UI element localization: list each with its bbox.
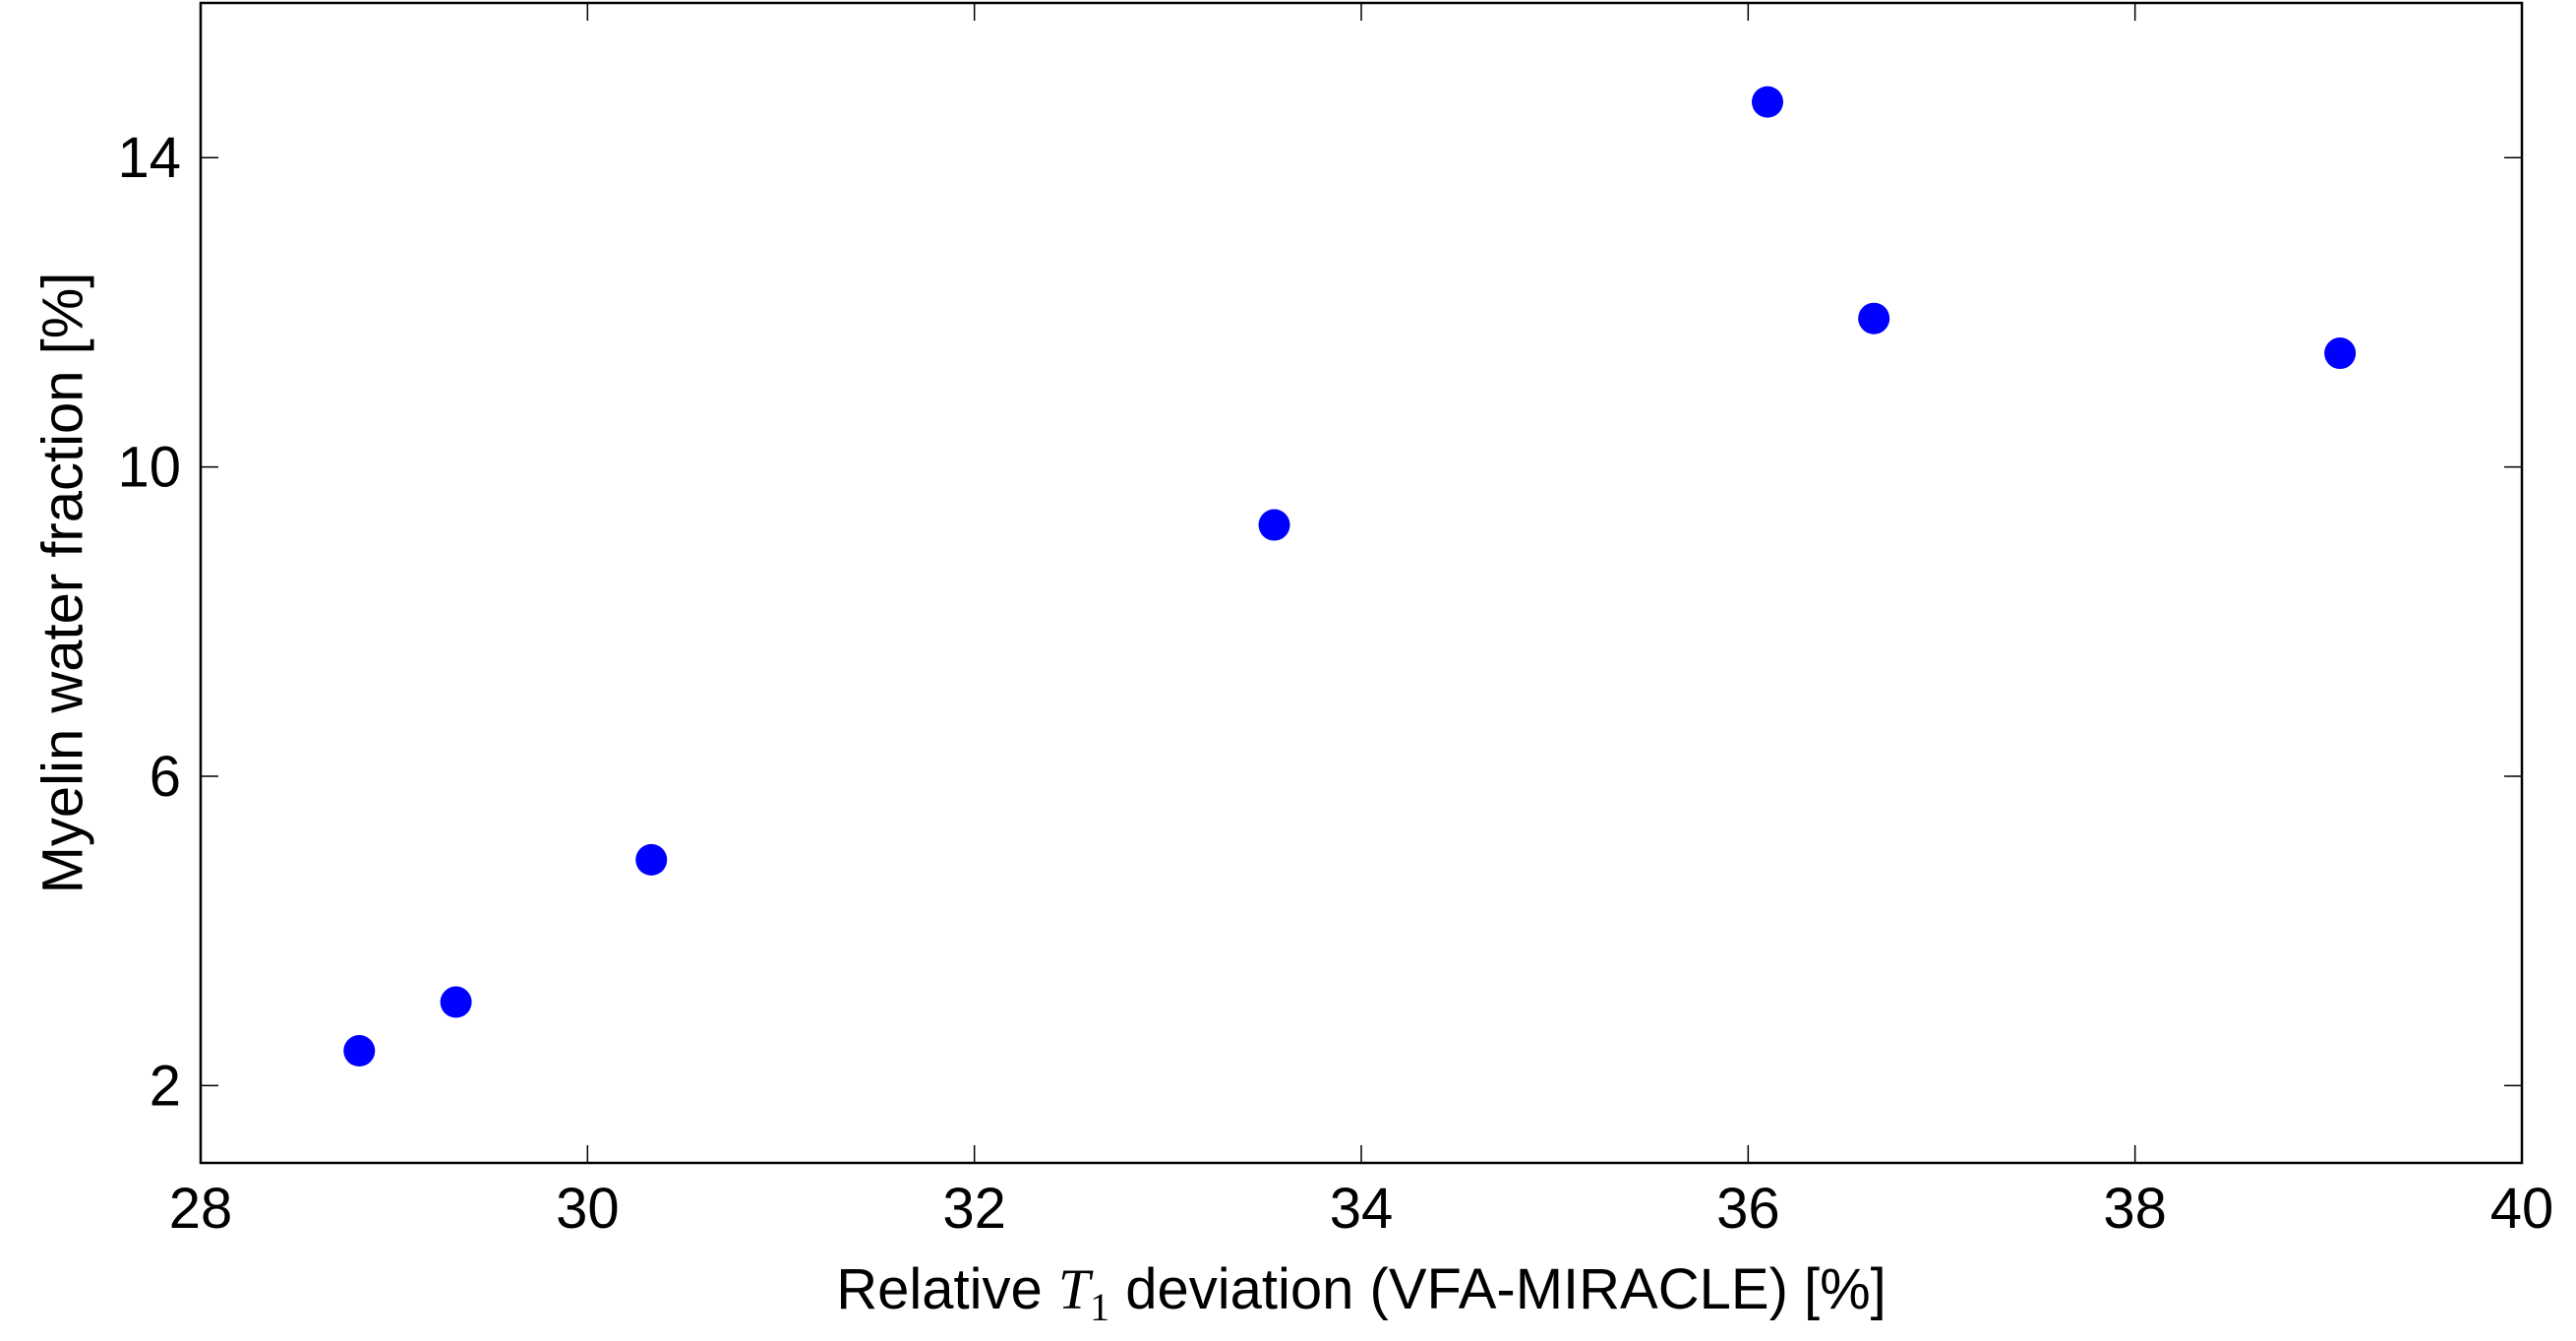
x-axis-title-prefix: Relative [836,1257,1058,1321]
y-tick-label: 2 [150,1054,181,1118]
data-point [1858,302,1890,335]
y-tick-label: 10 [117,436,181,500]
y-axis-title: Myelin water fraction [%] [31,273,95,894]
x-axis-title-math-var: T [1058,1257,1094,1321]
x-tick-label: 30 [556,1177,620,1241]
x-tick-label: 34 [1330,1177,1394,1241]
x-tick-label: 40 [2490,1177,2554,1241]
x-tick-label: 28 [169,1177,233,1241]
y-tick-label: 14 [117,126,181,190]
x-axis-title: Relative T1 deviation (VFA-MIRACLE) [%] [836,1257,1887,1329]
data-point [2324,337,2357,370]
x-axis-title-suffix: deviation (VFA-MIRACLE) [%] [1109,1257,1887,1321]
data-point [1752,86,1783,118]
plot-frame [199,1,2524,1165]
data-point [440,986,472,1018]
x-tick-label: 38 [2103,1177,2167,1241]
x-axis-title-math-sub: 1 [1090,1285,1109,1329]
y-axis-ticks: 2 6 10 14 [117,126,2522,1118]
x-axis-ticks: 28 30 32 34 36 38 40 [169,3,2554,1241]
data-points [343,86,2357,1067]
y-tick-label: 6 [150,745,181,809]
data-point [1258,509,1290,541]
x-tick-label: 36 [1716,1177,1780,1241]
data-point [635,843,668,876]
data-point [343,1035,376,1067]
x-tick-label: 32 [942,1177,1006,1241]
